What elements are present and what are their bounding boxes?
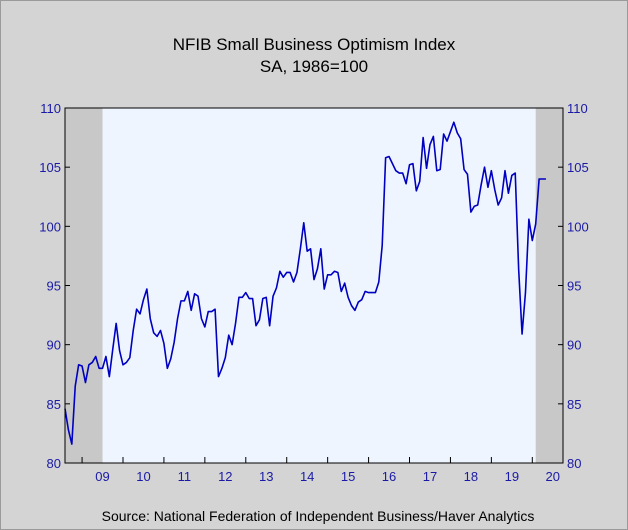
x-tick-label: 11	[178, 469, 192, 484]
plot-area	[65, 108, 563, 463]
y-tick-label: 85	[47, 397, 61, 412]
y-tick-label: 100	[567, 219, 589, 234]
y-tick-label: 80	[47, 456, 61, 471]
y-tick-label: 100	[39, 219, 61, 234]
x-tick-label: 17	[423, 469, 437, 484]
y-tick-label: 90	[47, 338, 61, 353]
x-tick-label: 12	[218, 469, 232, 484]
x-tick-label: 13	[259, 469, 273, 484]
y-tick-label: 95	[47, 279, 61, 294]
y-tick-label: 105	[567, 160, 589, 175]
source-note: Source: National Federation of Independe…	[102, 508, 535, 524]
x-tick-label: 15	[341, 469, 355, 484]
y-tick-label: 110	[40, 101, 61, 116]
y-tick-label: 95	[567, 279, 581, 294]
x-axis: 09 10 11 12 13 14 15 16 17 18 19 20	[81, 457, 560, 484]
chart-subtitle: SA, 1986=100	[260, 57, 368, 76]
x-tick-label: 20	[546, 469, 560, 484]
recession-band	[65, 108, 103, 463]
x-tick-label: 16	[382, 469, 396, 484]
y-tick-label: 110	[567, 101, 588, 116]
y-tick-label: 80	[567, 456, 581, 471]
x-tick-label: 19	[505, 469, 519, 484]
series-line	[64, 121, 546, 445]
x-tick-label: 14	[300, 469, 314, 484]
y-tick-label: 90	[567, 338, 581, 353]
y-tick-label: 105	[39, 160, 61, 175]
x-tick-label: 09	[95, 469, 109, 484]
y-axis-right: 80 85 90 95 100 105 110	[558, 101, 589, 471]
y-tick-label: 85	[567, 397, 581, 412]
x-tick-label: 10	[136, 469, 150, 484]
chart-title: NFIB Small Business Optimism Index	[173, 35, 456, 54]
x-tick-label: 18	[464, 469, 478, 484]
y-axis-left: 80 85 90 95 100 105 110	[39, 101, 70, 471]
